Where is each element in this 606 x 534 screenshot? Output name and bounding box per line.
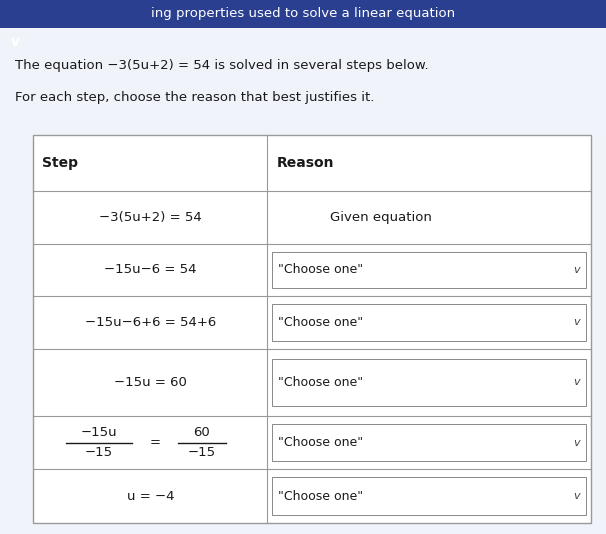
Text: −15u: −15u xyxy=(81,426,117,438)
Text: u = −4: u = −4 xyxy=(127,490,174,502)
FancyBboxPatch shape xyxy=(272,424,586,461)
Text: "Choose one": "Choose one" xyxy=(278,376,364,389)
Text: −15u−6+6 = 54+6: −15u−6+6 = 54+6 xyxy=(85,316,216,329)
Text: −15u = 60: −15u = 60 xyxy=(114,376,187,389)
Text: −15: −15 xyxy=(188,446,216,459)
Text: −15u−6 = 54: −15u−6 = 54 xyxy=(104,263,197,277)
Text: v: v xyxy=(574,378,580,388)
FancyBboxPatch shape xyxy=(33,135,591,523)
Text: "Choose one": "Choose one" xyxy=(278,490,364,502)
Text: "Choose one": "Choose one" xyxy=(278,436,364,449)
Text: "Choose one": "Choose one" xyxy=(278,263,364,277)
FancyBboxPatch shape xyxy=(0,28,32,56)
FancyBboxPatch shape xyxy=(0,0,606,28)
Text: −15: −15 xyxy=(85,446,113,459)
Text: 60: 60 xyxy=(193,426,210,438)
Text: "Choose one": "Choose one" xyxy=(278,316,364,329)
FancyBboxPatch shape xyxy=(272,477,586,515)
Text: =: = xyxy=(150,436,161,449)
Text: Reason: Reason xyxy=(276,156,334,170)
FancyBboxPatch shape xyxy=(272,359,586,406)
Text: v: v xyxy=(12,35,20,49)
Text: v: v xyxy=(574,265,580,275)
Text: ing properties used to solve a linear equation: ing properties used to solve a linear eq… xyxy=(151,7,455,20)
FancyBboxPatch shape xyxy=(0,28,606,534)
Text: −3(5u+2) = 54: −3(5u+2) = 54 xyxy=(99,211,202,224)
Text: v: v xyxy=(574,317,580,327)
Text: v: v xyxy=(574,437,580,447)
Text: The equation −3(5u+2) = 54 is solved in several steps below.: The equation −3(5u+2) = 54 is solved in … xyxy=(15,59,429,72)
FancyBboxPatch shape xyxy=(272,304,586,341)
Text: Step: Step xyxy=(42,156,78,170)
Text: For each step, choose the reason that best justifies it.: For each step, choose the reason that be… xyxy=(15,91,375,104)
Text: Given equation: Given equation xyxy=(330,211,431,224)
FancyBboxPatch shape xyxy=(272,252,586,288)
Text: v: v xyxy=(574,491,580,501)
